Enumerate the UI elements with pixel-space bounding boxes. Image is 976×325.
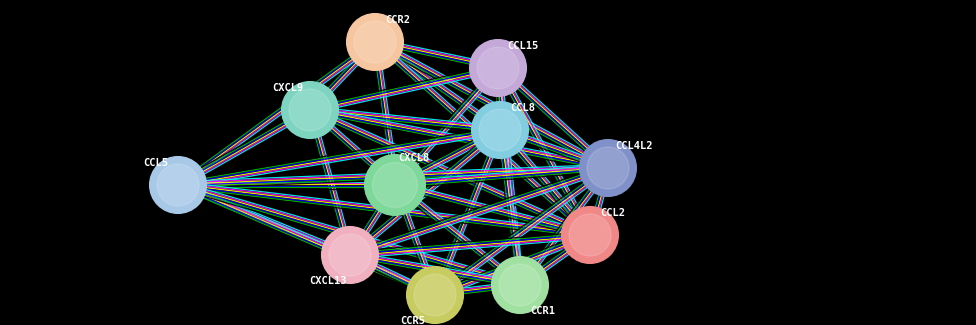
Circle shape [477,47,519,89]
Circle shape [289,89,331,131]
Circle shape [347,14,403,70]
Circle shape [472,102,528,158]
Circle shape [329,234,371,276]
Text: CXCL13: CXCL13 [308,276,346,286]
Circle shape [157,164,199,206]
Circle shape [580,140,636,196]
Text: CXCL9: CXCL9 [272,83,304,93]
Text: CCR1: CCR1 [530,306,555,317]
Text: CCL2: CCL2 [600,208,625,218]
Circle shape [322,227,378,283]
Circle shape [414,274,456,316]
Circle shape [470,40,526,96]
Text: CCL4L2: CCL4L2 [616,141,653,150]
Circle shape [365,155,425,215]
Text: CCR5: CCR5 [400,317,426,325]
Circle shape [150,157,206,213]
Circle shape [562,207,618,263]
Circle shape [587,147,629,189]
Circle shape [492,257,548,313]
Text: CCL8: CCL8 [509,103,535,112]
Text: CXCL8: CXCL8 [398,153,429,163]
Text: CCR2: CCR2 [385,15,410,25]
Text: CCL5: CCL5 [143,158,168,168]
Circle shape [373,162,418,207]
Circle shape [479,109,521,151]
Circle shape [407,267,463,323]
Circle shape [569,214,611,256]
Circle shape [354,21,396,63]
Circle shape [499,264,541,306]
Circle shape [282,82,338,138]
Text: CCL15: CCL15 [507,41,538,51]
